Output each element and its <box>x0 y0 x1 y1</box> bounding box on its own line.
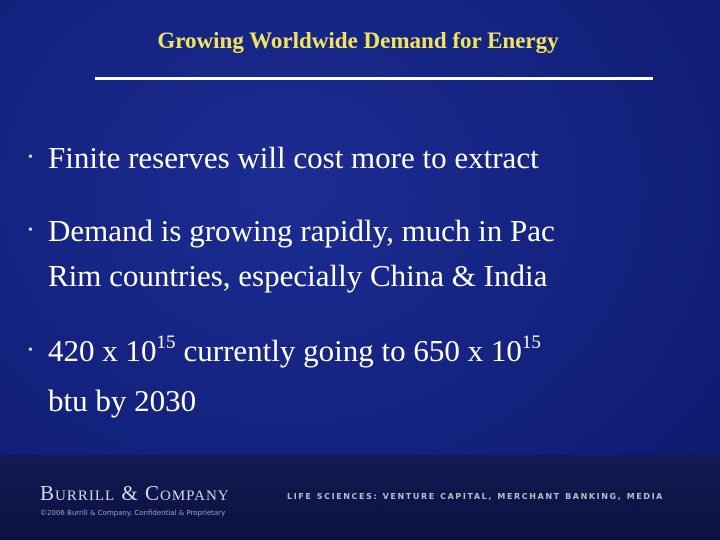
superscript: 15 <box>521 332 541 353</box>
bullet-text: 420 x 10 <box>48 333 157 368</box>
title-rule <box>95 77 653 80</box>
bullet-text: 420 x 1015 currently going to 650 x 1015 <box>48 328 549 378</box>
footer: Burrill & Company LIFE SCIENCES: VENTURE… <box>0 455 720 540</box>
copyright: ©2006 Burrill & Company. Confidential & … <box>40 509 226 517</box>
bullet-text: Finite reserves will cost more to extrac… <box>48 140 539 175</box>
bullet-dot: • <box>28 150 33 165</box>
tagline: LIFE SCIENCES: VENTURE CAPITAL, MERCHANT… <box>287 492 664 501</box>
bullet-text: Rim countries, especially China & India <box>48 258 548 293</box>
bullet-dot: • <box>28 343 33 358</box>
superscript: 15 <box>156 332 176 353</box>
slide-title: Growing Worldwide Demand for Energy <box>157 28 559 53</box>
logo: Burrill & Company <box>40 481 230 505</box>
bullet-text: Demand is growing rapidly, much in Pac <box>48 213 555 248</box>
bullet-text: btu by 2030 <box>48 383 197 418</box>
bullet-text: currently going to 650 x 10 <box>183 333 522 368</box>
bullet-dot: • <box>28 223 33 238</box>
